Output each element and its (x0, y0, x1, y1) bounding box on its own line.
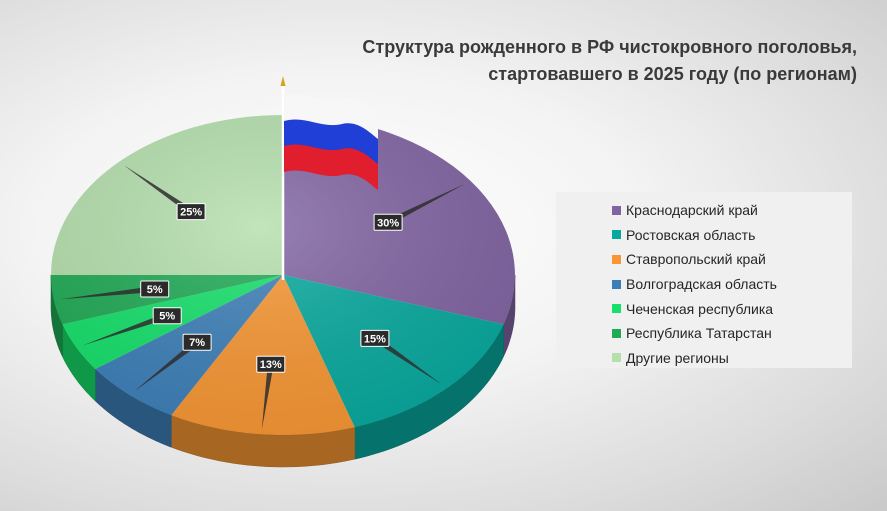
chart-title: Структура рожденного в РФ чистокровного … (362, 37, 857, 57)
leader-line-6 (123, 165, 193, 215)
data-label-4: 5% (159, 311, 175, 323)
chart-title-block: Структура рожденного в РФ чистокровного … (297, 34, 857, 88)
legend-item: Чеченская республика (612, 296, 852, 321)
legend-label: Другие регионы (626, 349, 729, 366)
data-label-0: 30% (377, 217, 399, 229)
data-label-2: 13% (260, 359, 282, 371)
legend-label: Ростовская область (626, 226, 756, 243)
leader-line-0 (386, 183, 466, 225)
legend-swatch (612, 353, 621, 363)
legend-label: Волгоградская область (626, 276, 777, 293)
data-label-box-4 (152, 307, 182, 325)
data-label-6: 25% (180, 207, 202, 219)
russian-flag-icon (280, 76, 378, 280)
legend-swatch (612, 254, 621, 264)
pie-labels: 30% 15% 13% 7% 5% 5% 25% (60, 165, 466, 430)
data-label-box-2 (256, 355, 286, 373)
data-label-3: 7% (189, 337, 205, 349)
data-label-box-1 (360, 329, 390, 347)
legend-item: Краснодарский край (612, 198, 852, 223)
legend-item: Республика Татарстан (612, 321, 852, 346)
legend-label: Ставропольский край (626, 251, 766, 268)
legend-item: Волгоградская область (612, 272, 852, 297)
legend-swatch (612, 328, 621, 338)
data-label-box-5 (140, 280, 170, 298)
data-label-5: 5% (147, 284, 163, 296)
pie-side-5 (50, 275, 63, 357)
data-label-1: 15% (364, 333, 386, 345)
leader-line-1 (373, 335, 443, 385)
legend-swatch (612, 304, 621, 314)
legend-item: Ростовская область (612, 223, 852, 248)
leader-line-2 (261, 363, 274, 430)
chart-legend: Краснодарский край Ростовская область Став… (556, 192, 852, 368)
legend-label: Республика Татарстан (626, 325, 772, 342)
leader-line-5 (60, 286, 156, 300)
legend-item: Ставропольский край (612, 247, 852, 272)
legend-label: Краснодарский край (626, 202, 758, 219)
leader-line-3 (134, 339, 199, 392)
legend-swatch (612, 205, 621, 215)
data-label-box-6 (176, 203, 206, 221)
legend-swatch (612, 230, 621, 240)
pie-side-walls (50, 275, 516, 468)
legend-label: Чеченская республика (626, 300, 774, 317)
leader-line-4 (82, 312, 169, 346)
data-label-box-3 (182, 333, 212, 351)
chart-subtitle: стартовавшего в 2025 году (по регионам) (488, 64, 857, 84)
legend-swatch (612, 279, 621, 289)
data-label-box-0 (373, 213, 403, 231)
legend-item: Другие регионы (612, 346, 852, 371)
